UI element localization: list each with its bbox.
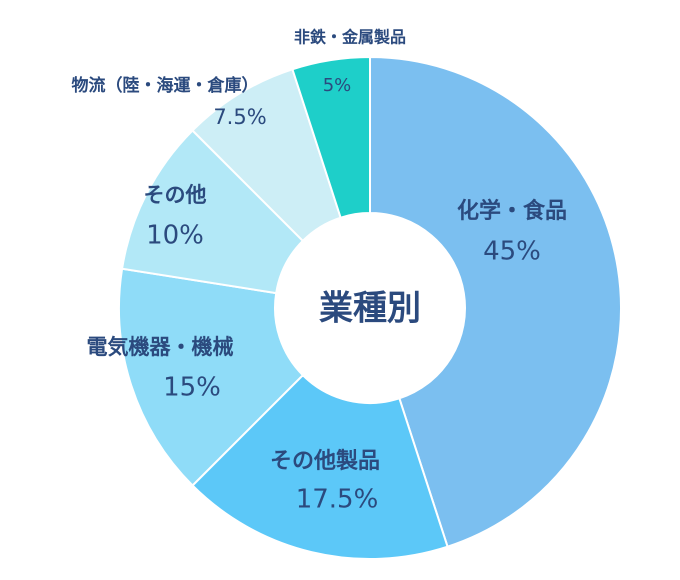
value-label: 10% [146,221,204,251]
slice-label: その他 [144,183,207,207]
slice-label: 化学・食品 [457,198,567,224]
value-label: 45% [483,237,541,267]
slice-label: 電気機器・機械 [87,335,234,359]
value-label: 5% [323,75,352,96]
value-label: 17.5% [296,485,379,515]
slice-label: 非鉄・金属製品 [294,28,406,47]
slice-label: その他製品 [270,448,380,474]
center-title: 業種別 [319,289,421,329]
value-label: 7.5% [213,105,266,129]
value-label: 15% [163,373,221,403]
donut-hole [275,213,465,403]
slice-label: 物流（陸・海運・倉庫） [72,75,259,96]
